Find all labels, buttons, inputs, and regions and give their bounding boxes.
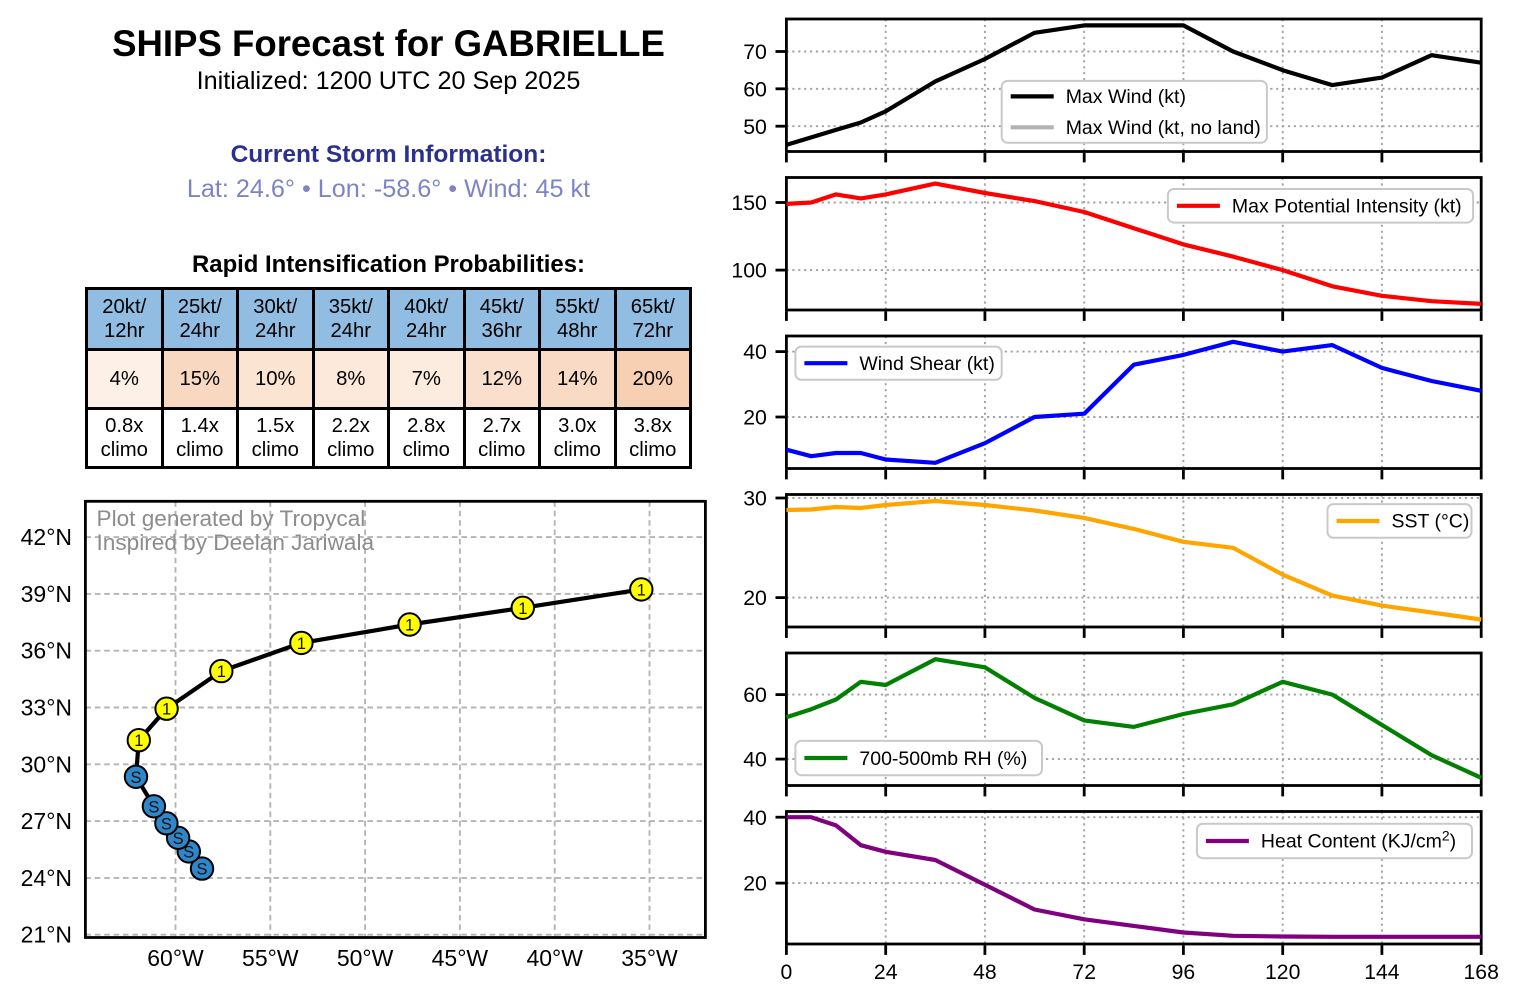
svg-text:33°N: 33°N [21, 695, 72, 721]
svg-text:700-500mb RH (%): 700-500mb RH (%) [859, 748, 1027, 770]
svg-text:1: 1 [217, 663, 226, 681]
svg-text:72: 72 [1072, 961, 1096, 984]
svg-text:Max Wind (kt): Max Wind (kt) [1066, 86, 1186, 108]
svg-text:S: S [130, 769, 141, 787]
svg-text:168: 168 [1464, 961, 1499, 984]
svg-text:40°W: 40°W [526, 945, 583, 971]
svg-text:Max Potential Intensity (kt): Max Potential Intensity (kt) [1232, 196, 1462, 218]
svg-text:60: 60 [743, 77, 767, 101]
svg-text:39°N: 39°N [21, 581, 72, 607]
svg-text:20: 20 [743, 872, 767, 896]
svg-text:Heat Content (KJ/cm2): Heat Content (KJ/cm2) [1261, 828, 1456, 853]
svg-text:144: 144 [1364, 961, 1400, 984]
svg-text:21°N: 21°N [21, 922, 72, 948]
svg-text:1: 1 [297, 635, 306, 653]
svg-text:1: 1 [405, 617, 414, 635]
svg-text:30°N: 30°N [21, 751, 72, 777]
svg-text:Plot generated by Tropycal: Plot generated by Tropycal [97, 506, 366, 531]
svg-text:42°N: 42°N [21, 524, 72, 550]
svg-text:1: 1 [518, 600, 527, 618]
svg-text:120: 120 [1265, 961, 1300, 984]
svg-text:S: S [183, 843, 194, 861]
svg-text:Wind Shear (kt): Wind Shear (kt) [859, 353, 994, 375]
svg-text:1: 1 [637, 581, 646, 599]
svg-text:Max Wind (kt, no land): Max Wind (kt, no land) [1066, 117, 1261, 139]
svg-text:SST (°C): SST (°C) [1392, 511, 1470, 533]
svg-text:100: 100 [731, 259, 767, 283]
svg-text:50: 50 [743, 115, 767, 139]
svg-text:20: 20 [743, 586, 767, 610]
svg-text:96: 96 [1172, 961, 1196, 984]
svg-text:45°W: 45°W [432, 945, 489, 971]
svg-text:S: S [148, 798, 159, 816]
svg-text:0: 0 [781, 961, 793, 984]
svg-text:50°W: 50°W [337, 945, 394, 971]
svg-text:Inspired by Deelan Jariwala: Inspired by Deelan Jariwala [97, 530, 375, 555]
svg-text:40: 40 [743, 748, 767, 772]
svg-text:1: 1 [162, 701, 171, 719]
svg-text:150: 150 [731, 191, 767, 215]
svg-text:24: 24 [874, 961, 898, 984]
svg-text:1: 1 [134, 732, 143, 750]
svg-text:40: 40 [743, 806, 767, 830]
svg-text:20: 20 [743, 406, 767, 430]
svg-text:36°N: 36°N [21, 638, 72, 664]
svg-text:S: S [161, 815, 172, 833]
svg-text:40: 40 [743, 340, 767, 364]
svg-text:27°N: 27°N [21, 808, 72, 834]
svg-text:60°W: 60°W [147, 945, 204, 971]
svg-text:24°N: 24°N [21, 865, 72, 891]
svg-text:35°W: 35°W [621, 945, 678, 971]
svg-text:55°W: 55°W [242, 945, 299, 971]
svg-text:70: 70 [743, 40, 767, 64]
svg-text:30: 30 [743, 487, 767, 511]
svg-text:S: S [173, 830, 184, 848]
svg-text:S: S [196, 861, 207, 879]
svg-text:60: 60 [743, 683, 767, 707]
svg-text:48: 48 [973, 961, 997, 984]
